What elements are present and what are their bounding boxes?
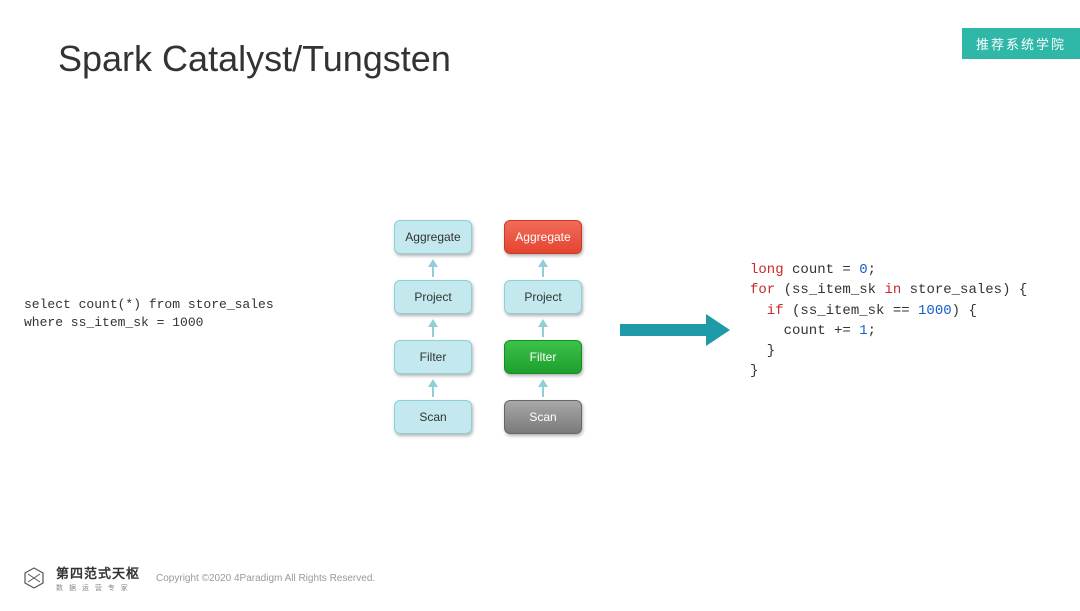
transform-arrow-icon xyxy=(620,320,730,340)
code-token: (ss_item_sk == xyxy=(784,303,918,319)
corner-badge: 推荐系统学院 xyxy=(962,28,1080,59)
slide-title: Spark Catalyst/Tungsten xyxy=(58,38,451,80)
sql-query: select count(*) from store_sales where s… xyxy=(24,296,274,332)
brand-subtitle: 数 据 运 营 专 家 xyxy=(56,583,140,593)
brand-block: 第四范式天枢 数 据 运 营 专 家 xyxy=(56,563,140,593)
code-token: count = xyxy=(784,262,860,278)
pipeline-left: Aggregate Project Filter Scan xyxy=(394,220,472,460)
footer: 第四范式天枢 数 据 运 营 专 家 Copyright ©2020 4Para… xyxy=(22,563,375,593)
sql-line1: select count(*) from store_sales xyxy=(24,297,274,312)
box-label: Project xyxy=(414,290,451,304)
logo-icon xyxy=(22,566,46,590)
pipeline-right: Aggregate Project Filter Scan xyxy=(504,220,582,460)
code-token: 1 xyxy=(859,323,867,339)
copyright: Copyright ©2020 4Paradigm All Rights Res… xyxy=(156,573,375,584)
box-label: Project xyxy=(524,290,561,304)
box-label: Filter xyxy=(420,350,447,364)
code-token: count += xyxy=(750,323,859,339)
code-token: 0 xyxy=(859,262,867,278)
sql-line2: where ss_item_sk = 1000 xyxy=(24,315,203,330)
box-label: Filter xyxy=(530,350,557,364)
box-scan-right: Scan xyxy=(504,400,582,434)
box-aggregate-left: Aggregate xyxy=(394,220,472,254)
code-token: if xyxy=(750,303,784,319)
box-filter-right: Filter xyxy=(504,340,582,374)
box-project-left: Project xyxy=(394,280,472,314)
box-label: Scan xyxy=(529,410,556,424)
code-token: store_sales) { xyxy=(901,282,1027,298)
code-token: } xyxy=(750,343,775,359)
code-token: } xyxy=(750,363,758,379)
code-token: ; xyxy=(868,262,876,278)
code-token: long xyxy=(750,262,784,278)
code-token: (ss_item_sk xyxy=(775,282,884,298)
box-filter-left: Filter xyxy=(394,340,472,374)
box-aggregate-right: Aggregate xyxy=(504,220,582,254)
box-label: Scan xyxy=(419,410,446,424)
code-token: ; xyxy=(868,323,876,339)
code-token: ) { xyxy=(952,303,977,319)
box-scan-left: Scan xyxy=(394,400,472,434)
box-project-right: Project xyxy=(504,280,582,314)
code-token: 1000 xyxy=(918,303,952,319)
code-token: in xyxy=(884,282,901,298)
brand-name: 第四范式天枢 xyxy=(56,563,140,582)
generated-code: long count = 0; for (ss_item_sk in store… xyxy=(750,260,1027,382)
code-token: for xyxy=(750,282,775,298)
